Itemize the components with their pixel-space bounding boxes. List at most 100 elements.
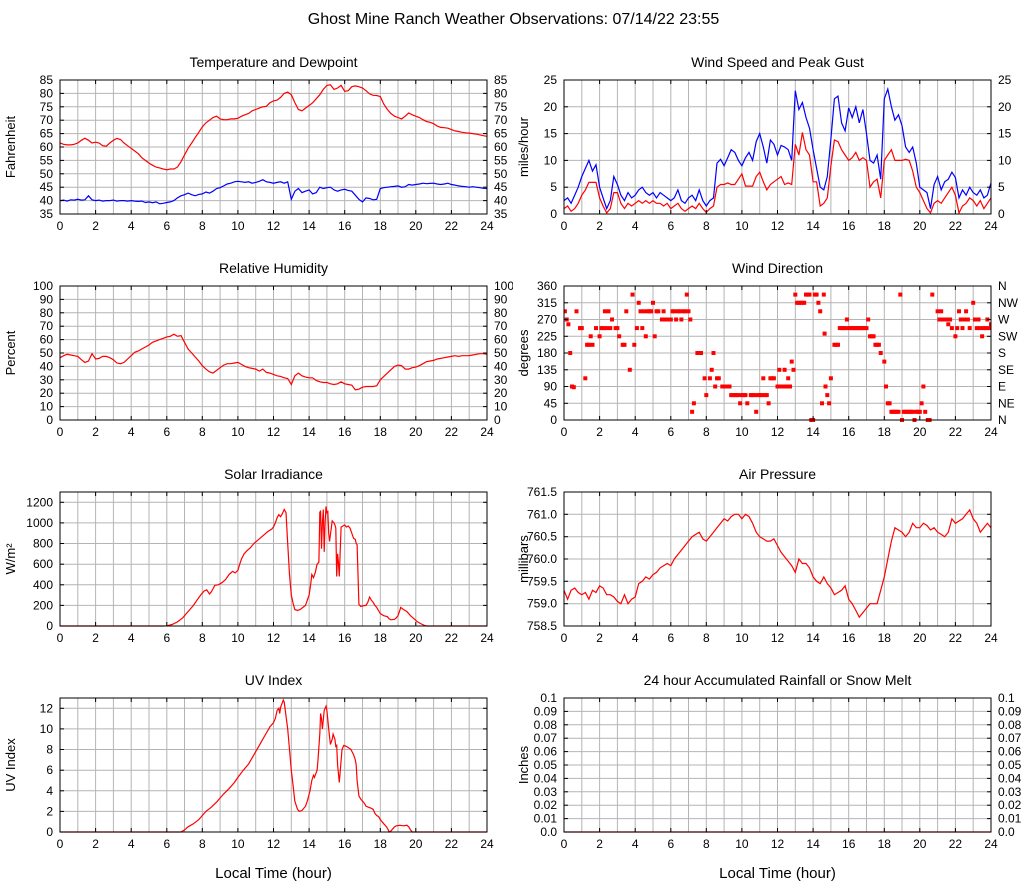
x-tick-label: 0 [561, 837, 568, 851]
x-tick-label: 18 [374, 219, 388, 233]
y-axis-label: degrees [516, 329, 531, 376]
x-tick-label: 20 [409, 837, 423, 851]
x-tick-label: 0 [561, 219, 568, 233]
chart-relative-humidity: 0 2 4 6 8 10 12 14 16 18 20 22 24 0 0 10 10 20 20 30 30 40 40 5… [0, 242, 514, 448]
x-tick-label: 12 [771, 425, 785, 439]
x-tick-label: 0 [57, 837, 64, 851]
y-tick-label-right: 5 [998, 180, 1005, 194]
x-tick-label: 20 [913, 219, 927, 233]
tick-marks [59, 492, 488, 627]
x-tick-label: 6 [163, 631, 170, 645]
chart-title: Temperature and Dewpoint [189, 54, 357, 70]
x-tick-label: 4 [632, 425, 639, 439]
y-axis-label: miles/hour [516, 116, 531, 177]
x-tick-label: 6 [163, 425, 170, 439]
x-tick-label: 14 [806, 219, 820, 233]
x-tick-label: 6 [163, 837, 170, 851]
y-tick-label: 12 [40, 701, 54, 715]
y-tick-label: 360 [537, 279, 557, 293]
x-tick-label: 16 [338, 631, 352, 645]
y-tick-label-right: 80 [494, 306, 508, 320]
y-tick-label: 0 [46, 413, 53, 427]
chart-svg-solar-irradiance: 0 2 4 6 8 10 12 14 16 18 20 22 240200400600800100012… [3, 466, 494, 645]
x-tick-label: 16 [842, 631, 856, 645]
y-tick-label: 40 [40, 359, 54, 373]
solar-irradiance-line [60, 506, 487, 627]
y-tick-label-right: N [998, 279, 1007, 293]
y-tick-label: 20 [40, 386, 54, 400]
x-tick-label: 12 [267, 219, 281, 233]
y-tick-label-right: 100 [494, 279, 513, 293]
y-tick-label-right: 70 [494, 113, 508, 127]
x-tick-label: 2 [92, 425, 99, 439]
x-tick-label: 18 [878, 631, 892, 645]
y-tick-label: 5 [550, 180, 557, 194]
peak-gust-line [564, 86, 991, 211]
gridlines [60, 80, 487, 214]
y-tick-label-right: 0.04 [998, 771, 1022, 785]
y-tick-label-right: NW [998, 296, 1019, 310]
y-tick-label: 15 [544, 127, 558, 141]
x-tick-label: 14 [302, 425, 316, 439]
y-tick-label: 40 [40, 194, 54, 208]
chart-title: Solar Irradiance [224, 466, 323, 482]
relative-humidity-line [60, 333, 487, 391]
y-tick-label-right: 75 [494, 100, 508, 114]
gridlines [564, 698, 991, 832]
x-tick-label: 10 [735, 631, 749, 645]
y-tick-label: 100 [33, 279, 53, 293]
y-tick-label: 0.08 [534, 718, 558, 732]
x-tick-label: 14 [806, 425, 820, 439]
y-tick-label-right: NE [998, 396, 1015, 410]
x-tick-label: 20 [913, 425, 927, 439]
y-tick-label: 0.03 [534, 785, 558, 799]
y-tick-label: 0 [46, 825, 53, 839]
x-tick-label: 8 [199, 837, 206, 851]
tick-marks [59, 698, 488, 833]
y-tick-label-right: 85 [494, 73, 508, 87]
x-tick-label: 22 [949, 219, 963, 233]
y-tick-label-right: 0.07 [998, 731, 1022, 745]
x-tick-label: 24 [984, 425, 998, 439]
x-tick-label: 22 [949, 837, 963, 851]
x-tick-label: 12 [267, 425, 281, 439]
y-tick-label: 10 [40, 722, 54, 736]
chart-solar-irradiance: 0 2 4 6 8 10 12 14 16 18 20 22 24 0 200 400 600 800 1000 12… [0, 448, 513, 654]
x-tick-label: 18 [374, 425, 388, 439]
y-tick-label: 45 [544, 396, 558, 410]
y-tick-label: 50 [40, 167, 54, 181]
y-tick-label: 10 [40, 400, 54, 414]
x-axis-label: Local Time (hour) [215, 865, 332, 882]
x-tick-label: 4 [632, 219, 639, 233]
gridlines [60, 492, 487, 626]
x-tick-label: 2 [596, 219, 603, 233]
y-tick-label: 25 [544, 73, 558, 87]
x-tick-label: 6 [667, 837, 674, 851]
y-tick-label: 760.5 [527, 530, 557, 544]
y-tick-label: 0.01 [534, 812, 558, 826]
x-tick-label: 2 [92, 837, 99, 851]
temperature-line [60, 84, 487, 171]
x-tick-label: 20 [409, 425, 423, 439]
x-tick-label: 24 [984, 631, 998, 645]
y-tick-label: 60 [40, 140, 54, 154]
y-tick-label-right: E [998, 380, 1006, 394]
y-tick-label: 0.1 [540, 691, 557, 705]
y-tick-label: 4 [46, 784, 53, 798]
x-tick-label: 8 [703, 631, 710, 645]
chart-rainfall: 0 2 4 6 8 10 12 14 16 18 20 22 24 0.0 0.0 0.01 0.01 0.02 0… [513, 654, 1027, 892]
chart-title: UV Index [245, 672, 303, 688]
gridlines [60, 286, 487, 420]
y-tick-label-right: 30 [494, 373, 508, 387]
tick-marks [59, 285, 488, 421]
x-tick-label: 16 [338, 837, 352, 851]
x-tick-label: 16 [338, 219, 352, 233]
y-axis-label: Fahrenheit [3, 116, 18, 179]
chart-air-pressure: 0 2 4 6 8 10 12 14 16 18 20 22 24 758.5 759.0 759.5 760.… [513, 448, 1027, 654]
x-tick-label: 24 [984, 837, 998, 851]
y-tick-label-right: SE [998, 363, 1014, 377]
y-tick-label: 2 [46, 804, 53, 818]
